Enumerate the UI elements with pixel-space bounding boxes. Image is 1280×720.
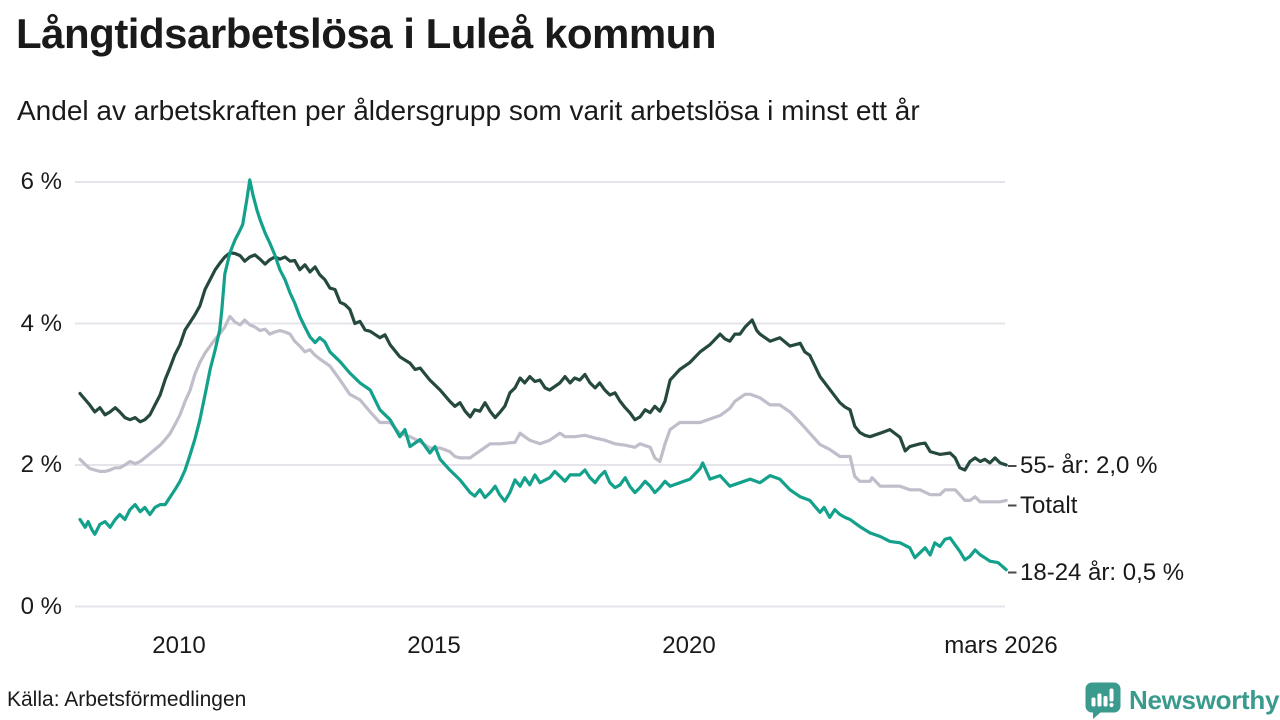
page-title: Långtidsarbetslösa i Luleå kommun [16, 10, 716, 57]
series-label-totalt: Totalt [1020, 492, 1078, 519]
newsworthy-logo-icon [1085, 682, 1121, 719]
source-note: Källa: Arbetsförmedlingen [7, 688, 247, 711]
y-axis-label-2: 2 % [20, 451, 62, 478]
series-line-55-r [78, 251, 1008, 472]
x-axis-label-2015: 2015 [407, 632, 461, 659]
newsworthy-brand[interactable]: Newsworthy [1084, 681, 1279, 720]
series-label-55-ar: 55- år: 2,0 % [1020, 452, 1158, 479]
series-line-18-24-r [78, 178, 1008, 572]
y-axis-label-0: 0 % [20, 593, 62, 620]
chart-subtitle: Andel av arbetskraften per åldersgrupp s… [17, 95, 920, 126]
x-axis-label-2020: 2020 [662, 632, 716, 659]
x-axis-label-2010: 2010 [152, 632, 206, 659]
series-line-totalt [78, 314, 1008, 504]
newsworthy-brand-text: Newsworthy [1129, 685, 1280, 715]
y-axis-label-4: 4 % [20, 310, 62, 337]
series-label-18-24: 18-24 år: 0,5 % [1020, 559, 1185, 586]
x-axis-label-mars-2026: mars 2026 [944, 632, 1058, 659]
y-axis-label-6: 6 % [20, 168, 62, 195]
